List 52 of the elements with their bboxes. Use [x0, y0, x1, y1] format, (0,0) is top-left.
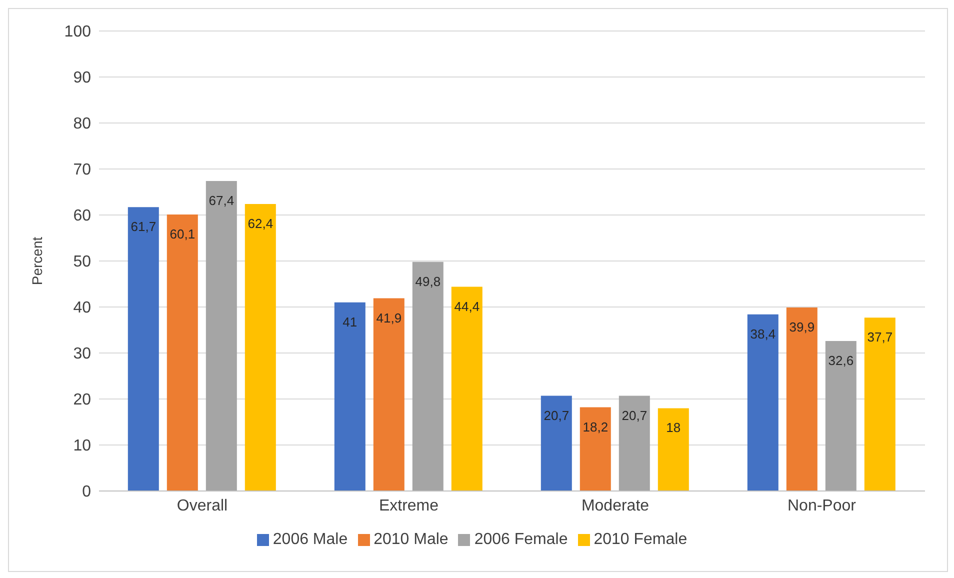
- y-tick-label: 40: [73, 300, 92, 317]
- bar: [658, 408, 689, 491]
- y-tick-label: 10: [73, 438, 92, 455]
- data-label: 20,7: [622, 408, 648, 423]
- y-tick-label: 90: [73, 70, 92, 87]
- bar: [747, 314, 778, 491]
- legend-label: 2006 Male: [272, 531, 348, 548]
- y-axis-title: Percent: [28, 236, 45, 286]
- bar: [206, 180, 237, 491]
- data-label: 41: [342, 314, 358, 330]
- data-label: 62,4: [248, 216, 274, 231]
- y-tick-label: 60: [73, 208, 92, 225]
- x-tick-label: Overall: [176, 497, 228, 514]
- data-label: 32,6: [828, 353, 854, 368]
- data-label: 49,8: [415, 274, 441, 289]
- bar: [864, 318, 896, 491]
- legend-label: 2006 Female: [474, 531, 568, 548]
- data-label: 67,4: [208, 192, 234, 208]
- bar: [166, 214, 198, 491]
- data-label: 20,7: [544, 408, 570, 423]
- y-tick-label: 20: [73, 392, 92, 409]
- x-tick-label: Moderate: [581, 497, 650, 514]
- bar: [244, 204, 276, 491]
- bar: [540, 396, 572, 491]
- data-label: 41,9: [376, 310, 402, 326]
- x-tick-label: Non-Poor: [788, 497, 857, 514]
- bar: [825, 341, 856, 491]
- bar: [786, 307, 818, 491]
- bar: [128, 207, 159, 491]
- data-label: 60,1: [170, 226, 196, 242]
- bar: [580, 407, 611, 491]
- y-tick-label: 70: [73, 162, 92, 179]
- data-label: 38,4: [750, 326, 776, 342]
- data-label: 39,9: [789, 319, 815, 334]
- bar: [373, 298, 404, 491]
- bar: [618, 396, 650, 491]
- y-tick-label: 100: [64, 24, 92, 41]
- bar: [412, 262, 444, 491]
- y-tick-label: 50: [73, 254, 92, 271]
- y-tick-label: 30: [73, 346, 92, 363]
- data-label: 18,2: [582, 419, 608, 434]
- x-tick-label: Extreme: [378, 497, 439, 514]
- legend-label: 2010 Female: [594, 531, 688, 548]
- data-label: 61,7: [130, 219, 156, 234]
- y-tick-label: 0: [82, 484, 92, 501]
- bar: [334, 302, 366, 491]
- legend-label: 2010 Male: [374, 531, 448, 548]
- bar: [451, 286, 482, 491]
- y-tick-label: 80: [73, 116, 92, 133]
- data-label: 18: [666, 420, 681, 436]
- data-label: 37,7: [867, 330, 893, 345]
- data-label: 44,4: [454, 298, 480, 314]
